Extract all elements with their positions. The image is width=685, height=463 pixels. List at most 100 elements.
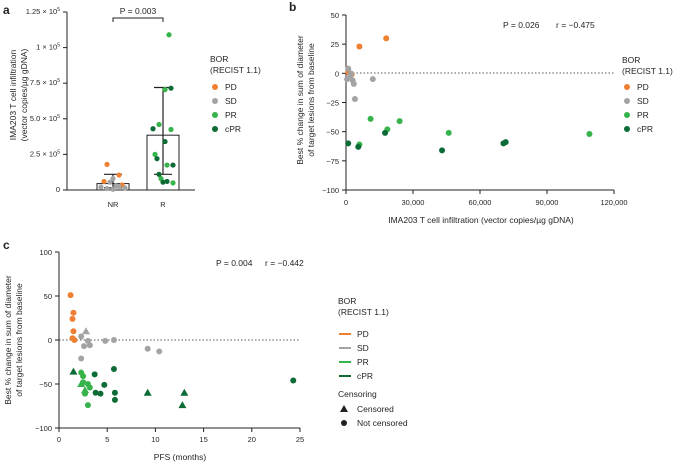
data-point <box>101 178 107 185</box>
data-point <box>110 176 116 182</box>
data-point <box>116 183 122 190</box>
panel-c-xtick-label: 25 <box>296 435 304 444</box>
data-point <box>290 377 297 384</box>
legend-marker-pr <box>212 112 218 118</box>
data-point <box>500 140 507 147</box>
legend-label-sd: SD <box>357 343 369 353</box>
panel-c-xlabel: PFS (months) <box>154 452 207 462</box>
x-category-r: R <box>160 200 166 209</box>
panel-label-b: b <box>289 0 296 14</box>
data-point <box>107 179 113 185</box>
panel-c-ytick-label: −100 <box>35 424 52 433</box>
legend-marker-pd <box>212 84 218 90</box>
data-point-censored <box>81 327 90 335</box>
data-point <box>91 371 98 378</box>
panel-b-r-value: r = −0.475 <box>556 20 595 30</box>
legend-label-cpr: cPR <box>637 124 653 134</box>
panel-a-ylabel-line2: (vector copies/µg gDNA) <box>19 48 29 141</box>
data-point <box>110 366 117 373</box>
data-point-censored <box>178 401 187 409</box>
panel-c-ylabel-line1: Best % change in sum of diameter <box>3 275 13 405</box>
data-point <box>356 43 363 50</box>
panel-b-p-value: P = 0.026 <box>503 20 540 30</box>
data-point <box>67 292 74 299</box>
data-point <box>150 126 156 132</box>
data-point <box>102 337 109 344</box>
legend-title: BOR <box>338 296 356 306</box>
data-point <box>162 87 168 93</box>
panel-b-xtick-label: 0 <box>344 198 348 207</box>
data-point <box>86 384 93 391</box>
legend-marker-cpr <box>212 126 218 132</box>
legend-c: BOR (RECIST 1.1) PD SD PR cPR Censoring … <box>338 296 408 428</box>
panel-a-ytick-label: 1 × 105 <box>36 43 60 52</box>
data-point <box>111 389 118 396</box>
legend-marker-pr <box>624 112 630 118</box>
data-point <box>355 143 362 150</box>
panel-c-xtick-label: 15 <box>199 435 207 444</box>
panel-b-ylabel-line2: of target lesions from baseline <box>306 43 316 157</box>
legend-label-pr: PR <box>637 110 649 120</box>
data-point <box>345 140 352 147</box>
data-point <box>344 76 351 83</box>
data-point <box>164 178 170 185</box>
data-point <box>84 402 91 409</box>
x-category-nr: NR <box>108 200 119 209</box>
data-point <box>144 345 151 352</box>
data-point <box>81 343 88 350</box>
legend-label-pr: PR <box>357 357 369 367</box>
data-point <box>168 126 174 133</box>
legend-marker-pd <box>624 84 630 90</box>
legend-a: BOR (RECIST 1.1) PD SD PR cPR <box>210 54 261 134</box>
data-point <box>111 396 118 403</box>
legend-label-pd: PD <box>225 82 237 92</box>
legend-label-pd: PD <box>357 329 369 339</box>
panel-b-ytick-label: −25 <box>326 99 339 108</box>
data-point <box>71 337 78 343</box>
data-point <box>69 315 76 322</box>
legend-censored-triangle <box>340 405 348 412</box>
panel-c-xtick-label: 5 <box>105 435 109 444</box>
panel-b-ytick-label: 25 <box>331 40 339 49</box>
panel-b-ytick-label: 50 <box>331 11 339 20</box>
panel-c-p-value: P = 0.004 <box>216 258 253 268</box>
panel-a: a IMA203 T cell infiltration (vector cop… <box>3 3 195 209</box>
data-point <box>160 179 166 185</box>
data-point-censored <box>180 388 189 396</box>
data-point <box>164 162 170 168</box>
data-point <box>445 129 452 136</box>
data-point <box>345 65 352 72</box>
panel-c-xtick-label: 0 <box>57 435 61 444</box>
legend-title: BOR <box>622 55 640 65</box>
data-point <box>156 348 163 355</box>
panel-c-ytick-label: −50 <box>39 380 52 389</box>
data-point <box>166 32 172 38</box>
panel-b-ytick-label: 0 <box>335 69 339 78</box>
data-point <box>78 355 85 362</box>
data-point <box>116 172 122 178</box>
panel-c-xtick-label: 20 <box>248 435 256 444</box>
panel-label-a: a <box>3 3 10 17</box>
legend-subtitle: (RECIST 1.1) <box>338 307 389 317</box>
legend-censored-label: Censored <box>357 404 394 414</box>
data-point <box>347 70 354 77</box>
legend-not-censored-label: Not censored <box>357 418 408 428</box>
legend-marker-sd <box>212 98 218 104</box>
data-point <box>369 76 376 83</box>
panel-c: c Best % change in sum of diameter of ta… <box>3 238 304 462</box>
legend-label-cpr: cPR <box>357 371 373 381</box>
legend-subtitle: (RECIST 1.1) <box>210 65 261 75</box>
legend-censoring-title: Censoring <box>338 389 377 399</box>
legend-title: BOR <box>210 54 228 64</box>
legend-marker-sd <box>624 98 630 104</box>
panel-b-xtick-label: 30,000 <box>402 198 425 207</box>
panel-b-xlabel: IMA203 T cell infiltration (vector copie… <box>388 215 574 225</box>
data-point-censored <box>69 367 78 375</box>
panel-b-ylabel-line1: Best % change in sum of diameter <box>295 35 305 165</box>
data-point <box>104 161 110 167</box>
data-point <box>156 121 162 128</box>
panel-label-c: c <box>3 238 10 252</box>
legend-label-sd: SD <box>637 96 649 106</box>
data-point <box>152 151 158 157</box>
